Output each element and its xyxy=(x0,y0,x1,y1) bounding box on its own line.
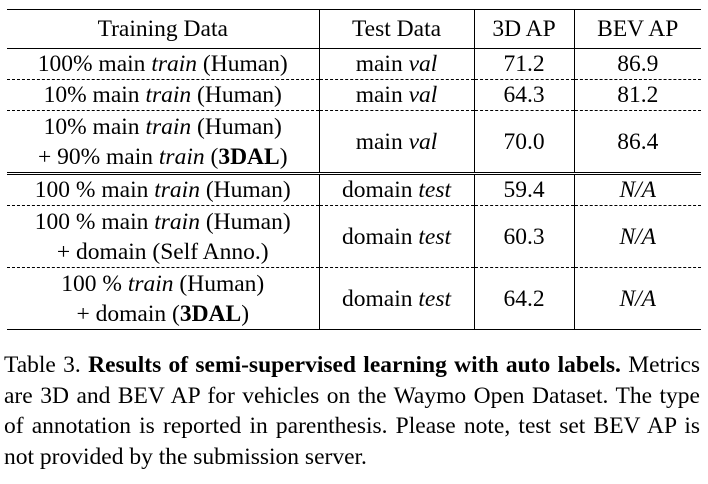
training-data-cell: 100 % main train (Human) xyxy=(7,172,319,206)
training-data-cell: 100% main train (Human) xyxy=(7,48,319,80)
cell-text-segment: train xyxy=(145,113,192,140)
cell-text-segment: train xyxy=(151,51,198,77)
header-training-data: Training Data xyxy=(7,9,319,49)
cell-text-segment: (Human) xyxy=(199,177,291,203)
test-data-cell: main val xyxy=(318,110,474,174)
cell-text-segment: + domain ( xyxy=(76,300,180,327)
cell-text-segment: test xyxy=(418,285,451,312)
cell-text-segment: + 90% main xyxy=(37,143,159,170)
training-data-cell: 10% main train (Human) xyxy=(7,79,319,111)
cell-text-segment: (Human) xyxy=(191,113,282,140)
cell-text-segment: 10% main xyxy=(43,82,146,108)
cell-text-segment: main xyxy=(355,51,409,77)
ap3d-cell: 70.0 xyxy=(473,110,574,174)
cell-text-segment: domain xyxy=(341,177,419,203)
test-data-cell: domain test xyxy=(318,172,474,206)
cell-text-segment: train xyxy=(127,270,174,297)
cell-text-segment: domain xyxy=(341,285,419,312)
table-row: 100 % main train (Human) domain test 59.… xyxy=(7,172,701,206)
table-caption: Table 3. Results of semi-supervised lear… xyxy=(4,350,700,472)
header-row: Training Data Test Data 3D AP BEV AP xyxy=(7,9,701,49)
cell-text-segment: val xyxy=(408,51,438,77)
bev-ap-cell: N/A xyxy=(573,205,701,268)
training-data-cell: 100 % train (Human) + domain (3DAL) xyxy=(7,267,319,330)
cell-text-segment: 100 % main xyxy=(34,177,155,203)
cell-text-segment: 3DAL xyxy=(218,143,280,170)
bev-ap-cell: 81.2 xyxy=(573,79,701,111)
bev-ap-cell: N/A xyxy=(573,267,701,330)
bev-ap-cell: N/A xyxy=(573,172,701,206)
cell-text-segment: 100% main xyxy=(37,51,152,77)
results-table: Training Data Test Data 3D AP BEV AP 100… xyxy=(7,9,701,330)
cell-text-segment: test xyxy=(418,177,451,203)
table-row: 100% main train (Human) main val 71.2 86… xyxy=(7,48,701,80)
cell-text-segment: (Human) xyxy=(191,82,282,108)
header-bev-ap: BEV AP xyxy=(573,9,701,49)
cell-text-segment: val xyxy=(408,82,438,108)
cell-text-segment: (Human) xyxy=(199,208,291,235)
table-row: 100 % train (Human) + domain (3DAL) domai… xyxy=(7,267,701,330)
cell-text-segment: ) xyxy=(241,300,250,327)
cell-text-segment: domain xyxy=(341,223,419,250)
table-row: 100 % main train (Human) + domain (Self A… xyxy=(7,205,701,268)
cell-text-segment: train xyxy=(158,143,205,170)
cell-text-segment: train xyxy=(145,82,192,108)
test-data-cell: domain test xyxy=(318,205,474,268)
table-row: 10% main train (Human) main val 64.3 81.… xyxy=(7,79,701,111)
caption-title: Results of semi-supervised learning with… xyxy=(88,352,621,378)
cell-text-segment: train xyxy=(154,177,200,203)
bev-ap-cell: 86.4 xyxy=(573,110,701,174)
cell-text-segment: 3DAL xyxy=(179,300,242,327)
cell-text-segment: train xyxy=(154,208,200,235)
cell-text-segment: 10% main xyxy=(43,113,146,140)
cell-text-segment: 100 % main xyxy=(34,208,155,235)
test-data-cell: domain test xyxy=(318,267,474,330)
ap3d-cell: 60.3 xyxy=(473,205,574,268)
cell-text-segment: ) xyxy=(279,143,288,170)
header-3d-ap: 3D AP xyxy=(473,9,574,49)
cell-text-segment: (Human) xyxy=(173,270,265,297)
cell-text-segment: (Human) xyxy=(197,51,288,77)
header-test-data: Test Data xyxy=(318,9,474,49)
test-data-cell: main val xyxy=(318,79,474,111)
cell-text-segment: main xyxy=(355,128,409,155)
ap3d-cell: 64.2 xyxy=(473,267,574,330)
cell-text-segment: test xyxy=(418,223,451,250)
caption-label: Table 3. xyxy=(4,352,81,378)
test-data-cell: main val xyxy=(318,48,474,80)
table-row: 10% main train (Human) + 90% main train (… xyxy=(7,110,701,174)
training-data-cell: 10% main train (Human) + 90% main train (… xyxy=(7,110,319,174)
training-data-cell: 100 % main train (Human) + domain (Self A… xyxy=(7,205,319,268)
bev-ap-cell: 86.9 xyxy=(573,48,701,80)
cell-text-segment: main xyxy=(355,82,409,108)
ap3d-cell: 64.3 xyxy=(473,79,574,111)
ap3d-cell: 71.2 xyxy=(473,48,574,80)
cell-text-segment: + domain (Self Anno.) xyxy=(56,238,269,265)
caption-body: Metrics are 3D and BEV AP for vehicles o… xyxy=(4,352,701,470)
cell-text-segment: ( xyxy=(204,143,219,170)
ap3d-cell: 59.4 xyxy=(473,172,574,206)
cell-text-segment: val xyxy=(408,128,438,155)
cell-text-segment: 100 % xyxy=(61,270,128,297)
